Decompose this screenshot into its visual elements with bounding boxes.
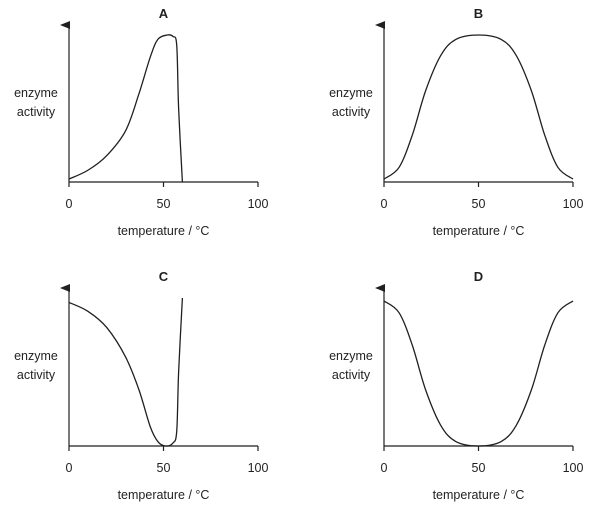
graph-d-y-label: enzyme (329, 349, 373, 363)
graph-d-x-label: temperature / °C (433, 488, 525, 502)
graph-a-x-tick-label: 50 (157, 197, 171, 211)
graph-b-x-label: temperature / °C (433, 224, 525, 238)
graph-b: B 0 50 100 temperature / °C enzyme activity (329, 6, 583, 238)
graph-c-curve (68, 297, 184, 447)
graph-b-curve (383, 34, 574, 180)
graph-b-x-tick-label: 100 (563, 197, 584, 211)
graph-d-x-tick-label: 50 (472, 461, 486, 475)
graph-d-x-tick-label: 100 (563, 461, 584, 475)
graph-b-x-tick-label: 50 (472, 197, 486, 211)
graph-b-y-label: activity (332, 105, 371, 119)
graph-c: C 0 50 100 temperature / °C enzyme activity (14, 269, 268, 502)
graph-b-x-tick-label: 0 (381, 197, 388, 211)
graph-c-title: C (159, 269, 169, 284)
graph-a-curve (68, 34, 184, 183)
graph-d-x-tick-label: 0 (381, 461, 388, 475)
graph-d-title: D (474, 269, 483, 284)
graph-b-y-label: enzyme (329, 86, 373, 100)
graph-a-x-tick-label: 100 (248, 197, 269, 211)
graph-a-y-label: activity (17, 105, 56, 119)
graph-a-y-label: enzyme (14, 86, 58, 100)
graph-c-x-label: temperature / °C (118, 488, 210, 502)
graph-b-title: B (474, 6, 483, 21)
graph-c-y-label: enzyme (14, 349, 58, 363)
graph-c-y-label: activity (17, 368, 56, 382)
graph-a: A 0 50 100 temperature / °C enzyme activity (14, 6, 268, 238)
graph-c-x-tick-label: 50 (157, 461, 171, 475)
graph-d-curve (383, 300, 574, 447)
graph-a-title: A (159, 6, 169, 21)
graph-a-x-label: temperature / °C (118, 224, 210, 238)
graph-d: D 0 50 100 temperature / °C enzyme activity (329, 269, 583, 502)
graph-a-x-tick-label: 0 (66, 197, 73, 211)
graph-d-y-label: activity (332, 368, 371, 382)
graph-c-x-tick-label: 100 (248, 461, 269, 475)
graph-c-x-tick-label: 0 (66, 461, 73, 475)
